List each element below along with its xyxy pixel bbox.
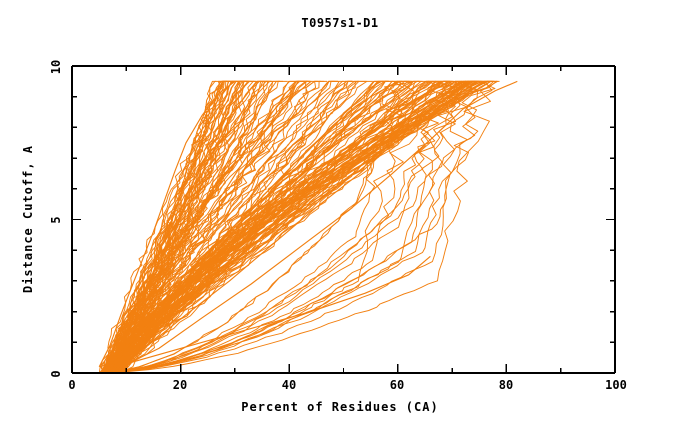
data-curve-148 bbox=[119, 80, 480, 374]
data-curve-slow-tail-12 bbox=[107, 80, 461, 374]
data-curve-fast-outlier-3 bbox=[100, 80, 269, 374]
data-curve-145 bbox=[110, 80, 479, 374]
data-curve-slow-tail-15 bbox=[111, 80, 416, 374]
data-curve-100 bbox=[116, 80, 440, 374]
data-curves-group bbox=[98, 80, 518, 374]
data-curve-model-typical-late bbox=[109, 80, 453, 368]
x-tick-label-100: 100 bbox=[605, 378, 627, 392]
data-curve-slow-tail-5 bbox=[108, 81, 493, 374]
data-curve-model-fast-2 bbox=[104, 81, 258, 368]
data-curve-slow-tail-13 bbox=[108, 80, 446, 374]
data-curve-117 bbox=[114, 80, 454, 374]
data-curve-slow-tail-7 bbox=[107, 80, 479, 374]
data-curve-slow-tail-14 bbox=[112, 80, 498, 374]
data-curve-67 bbox=[109, 80, 356, 374]
data-curve-54 bbox=[101, 80, 315, 374]
data-curve-model-slow bbox=[115, 80, 485, 368]
data-curve-slow-tail-2 bbox=[109, 80, 455, 374]
axes-frame bbox=[71, 65, 616, 374]
data-curve-144 bbox=[117, 80, 490, 374]
x-tick-label-40: 40 bbox=[281, 378, 297, 392]
data-curve-model-typical-early bbox=[104, 80, 312, 368]
data-curve-fast-outlier-2 bbox=[99, 80, 236, 374]
data-curve-slow-tail-9 bbox=[108, 81, 461, 374]
x-tick-label-20: 20 bbox=[172, 378, 188, 392]
data-curve-60 bbox=[102, 80, 338, 374]
data-curve-128 bbox=[107, 80, 467, 374]
data-curve-model-typical-mid bbox=[109, 80, 399, 368]
data-curve-slow-tail-10 bbox=[107, 80, 415, 374]
x-tick-label-0: 0 bbox=[68, 378, 76, 392]
data-curve-slow-tail-8 bbox=[112, 80, 478, 374]
x-tick-label-60: 60 bbox=[389, 378, 405, 392]
data-curve-slow-tail-11 bbox=[110, 81, 436, 374]
x-axis-label: Percent of Residues (CA) bbox=[241, 400, 439, 414]
x-tick-label-80: 80 bbox=[498, 378, 514, 392]
data-curve-fast-outlier-1 bbox=[98, 80, 228, 374]
page-title: T0957s1-D1 bbox=[301, 16, 379, 30]
